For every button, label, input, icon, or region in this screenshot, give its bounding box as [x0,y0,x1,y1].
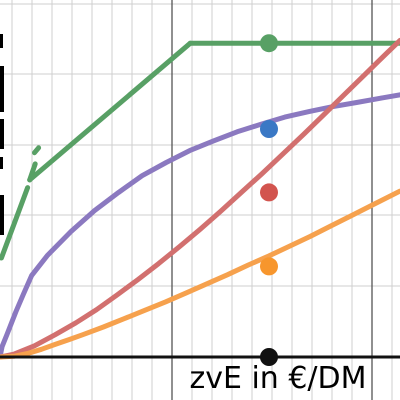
series-purple-line [0,92,400,360]
marker-layer [260,34,278,366]
series-green-segment-2 [32,145,42,156]
series-green-linear [27,40,193,183]
orange-marker [260,257,278,276]
green-marker [260,34,278,53]
series-red-line [0,37,400,360]
series-orange-line [0,188,400,360]
x-axis-label: zvE in €/DM [189,361,366,396]
black-marker [260,348,278,366]
y-axis-label-fragment [0,34,4,235]
series-green-segment-0 [0,185,31,261]
red-marker [260,183,278,202]
series-layer [0,37,400,360]
blue-marker [260,120,278,138]
